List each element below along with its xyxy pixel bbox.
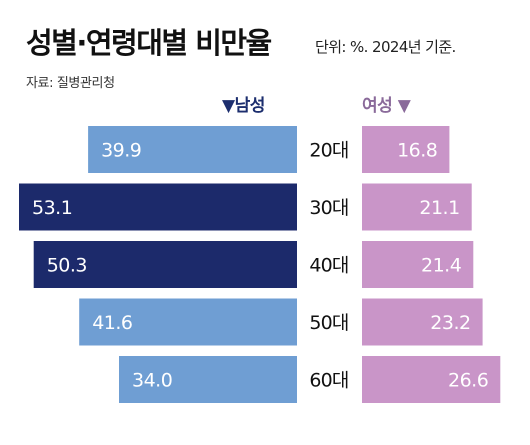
bar-male-30s <box>19 183 297 231</box>
bar-male-60s <box>119 356 297 403</box>
category-label: 40대 <box>309 255 348 277</box>
data-label-female: 21.1 <box>419 197 459 219</box>
data-label-male: 39.9 <box>101 140 141 162</box>
category-label: 60대 <box>309 370 348 392</box>
bar-female-50s <box>362 298 483 346</box>
data-label-male: 41.6 <box>92 312 132 334</box>
category-label: 30대 <box>309 197 348 219</box>
bar-female-40s <box>362 241 474 288</box>
bar-female-30s <box>362 183 472 231</box>
legend-male: ▼남성 <box>222 96 265 116</box>
bar-male-20s <box>88 126 297 173</box>
source-note: 자료: 질병관리청 <box>26 76 115 91</box>
bar-female-60s <box>362 356 501 403</box>
legend-female: 여성 ▼ <box>362 96 411 116</box>
category-label: 20대 <box>309 140 348 162</box>
data-label-female: 26.6 <box>448 370 488 392</box>
data-label-male: 50.3 <box>47 255 87 277</box>
data-label-female: 23.2 <box>430 312 470 334</box>
data-label-female: 16.8 <box>397 140 437 162</box>
data-label-female: 21.4 <box>421 255 462 277</box>
chart-title: 성별·연령대별 비만율 <box>26 26 272 60</box>
data-label-male: 53.1 <box>32 197 72 219</box>
unit-note: 단위: %. 2024년 기준. <box>315 38 456 56</box>
data-label-male: 34.0 <box>132 370 172 392</box>
bar-male-50s <box>79 298 297 346</box>
bar-female-20s <box>362 126 450 173</box>
bar-male-40s <box>33 241 297 288</box>
category-label: 50대 <box>309 312 348 334</box>
